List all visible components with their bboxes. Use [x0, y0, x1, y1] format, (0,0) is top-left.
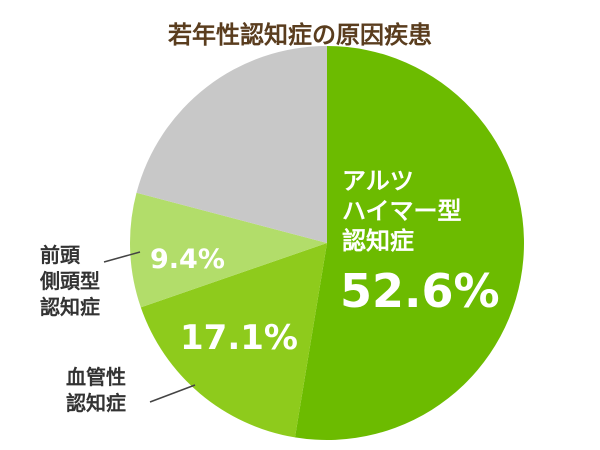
- pie-slice: [294, 46, 525, 441]
- slice-label: アルツ ハイマー型 認知症: [342, 167, 462, 255]
- leader-line: [103, 251, 141, 263]
- slice-label: 血管性 認知症: [66, 365, 126, 415]
- chart-title: 若年性認知症の原因疾患: [168, 21, 432, 49]
- value-label: 9.4%: [150, 244, 225, 275]
- pie-slice: [140, 243, 327, 438]
- value-label: 17.1%: [180, 318, 298, 358]
- slice-label: 前頭 側頭型 認知症: [40, 243, 100, 319]
- pie-slice: [130, 192, 327, 308]
- value-label: 52.6%: [340, 264, 500, 318]
- pie-slice: [136, 46, 327, 243]
- leader-line: [149, 384, 196, 403]
